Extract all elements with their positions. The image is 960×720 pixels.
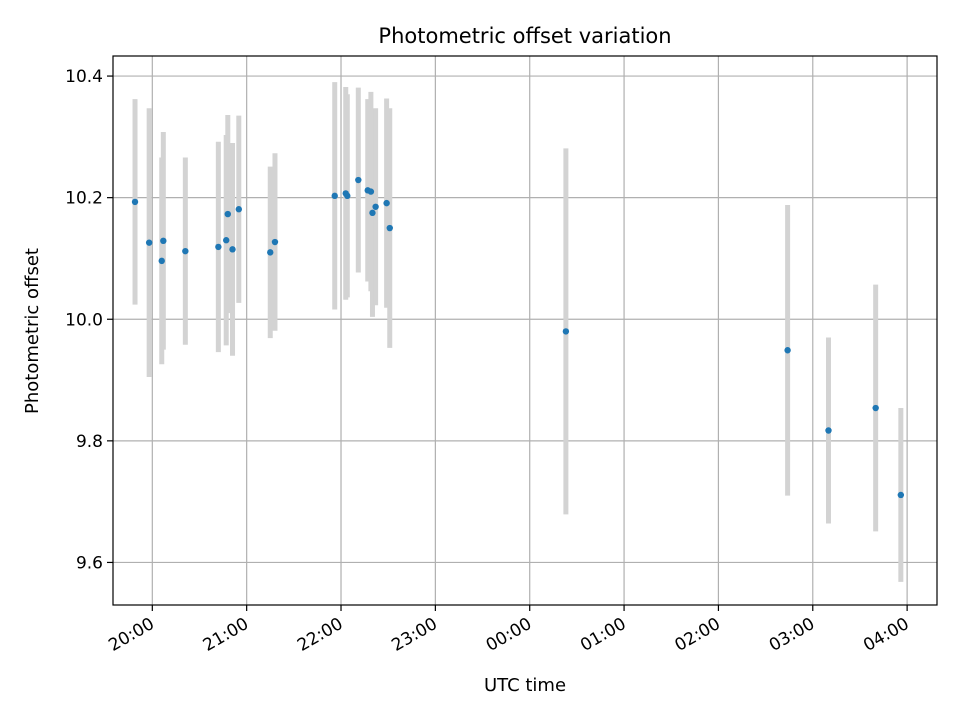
data-point <box>383 199 390 207</box>
data-point <box>872 404 879 412</box>
data-point <box>235 206 243 213</box>
data-point <box>158 257 165 265</box>
data-point <box>372 203 379 210</box>
x-tick-label: 21:00 <box>200 614 252 656</box>
x-axis-title: UTC time <box>484 675 566 696</box>
data-point <box>344 192 351 200</box>
data-point <box>182 247 189 255</box>
data-point <box>271 238 279 246</box>
data-points <box>131 176 905 499</box>
x-tick-label: 23:00 <box>388 614 440 656</box>
data-point <box>267 249 274 256</box>
x-tick-label: 20:00 <box>105 614 157 656</box>
data-point <box>223 237 230 244</box>
data-point <box>562 328 570 335</box>
y-tick-label: 9.8 <box>76 432 103 452</box>
data-point <box>224 210 231 218</box>
y-axis: 9.6 9.8 10.0 10.2 10.4 <box>65 67 113 573</box>
data-point <box>131 198 139 206</box>
y-tick-label: 10.2 <box>65 189 103 209</box>
data-point <box>369 209 376 217</box>
grid <box>113 56 937 605</box>
data-point <box>784 347 791 354</box>
data-point <box>145 239 153 246</box>
x-tick-label: 03:00 <box>766 614 818 656</box>
x-axis: 20:00 21:00 22:00 23:00 00:00 01:00 02:00 03:00… <box>105 605 913 656</box>
data-point <box>160 237 167 245</box>
plot-background <box>113 56 937 605</box>
data-point <box>215 243 222 251</box>
y-tick-label: 9.6 <box>76 553 103 573</box>
data-point <box>355 176 362 184</box>
data-point <box>825 427 832 434</box>
x-tick-label: 02:00 <box>671 614 723 656</box>
x-tick-label: 04:00 <box>860 614 912 656</box>
data-point <box>331 192 338 200</box>
data-point <box>386 224 393 232</box>
y-axis-title: Photometric offset <box>22 248 43 414</box>
chart-title: Photometric offset variation <box>378 24 671 48</box>
data-point <box>897 491 905 499</box>
x-tick-label: 00:00 <box>483 614 535 656</box>
x-tick-label: 22:00 <box>294 614 346 656</box>
y-tick-label: 10.4 <box>65 67 103 87</box>
data-point <box>367 188 375 195</box>
plot-frame <box>112 55 938 606</box>
y-tick-label: 10.0 <box>65 310 103 330</box>
x-tick-label: 01:00 <box>577 614 629 656</box>
data-point <box>229 246 236 253</box>
